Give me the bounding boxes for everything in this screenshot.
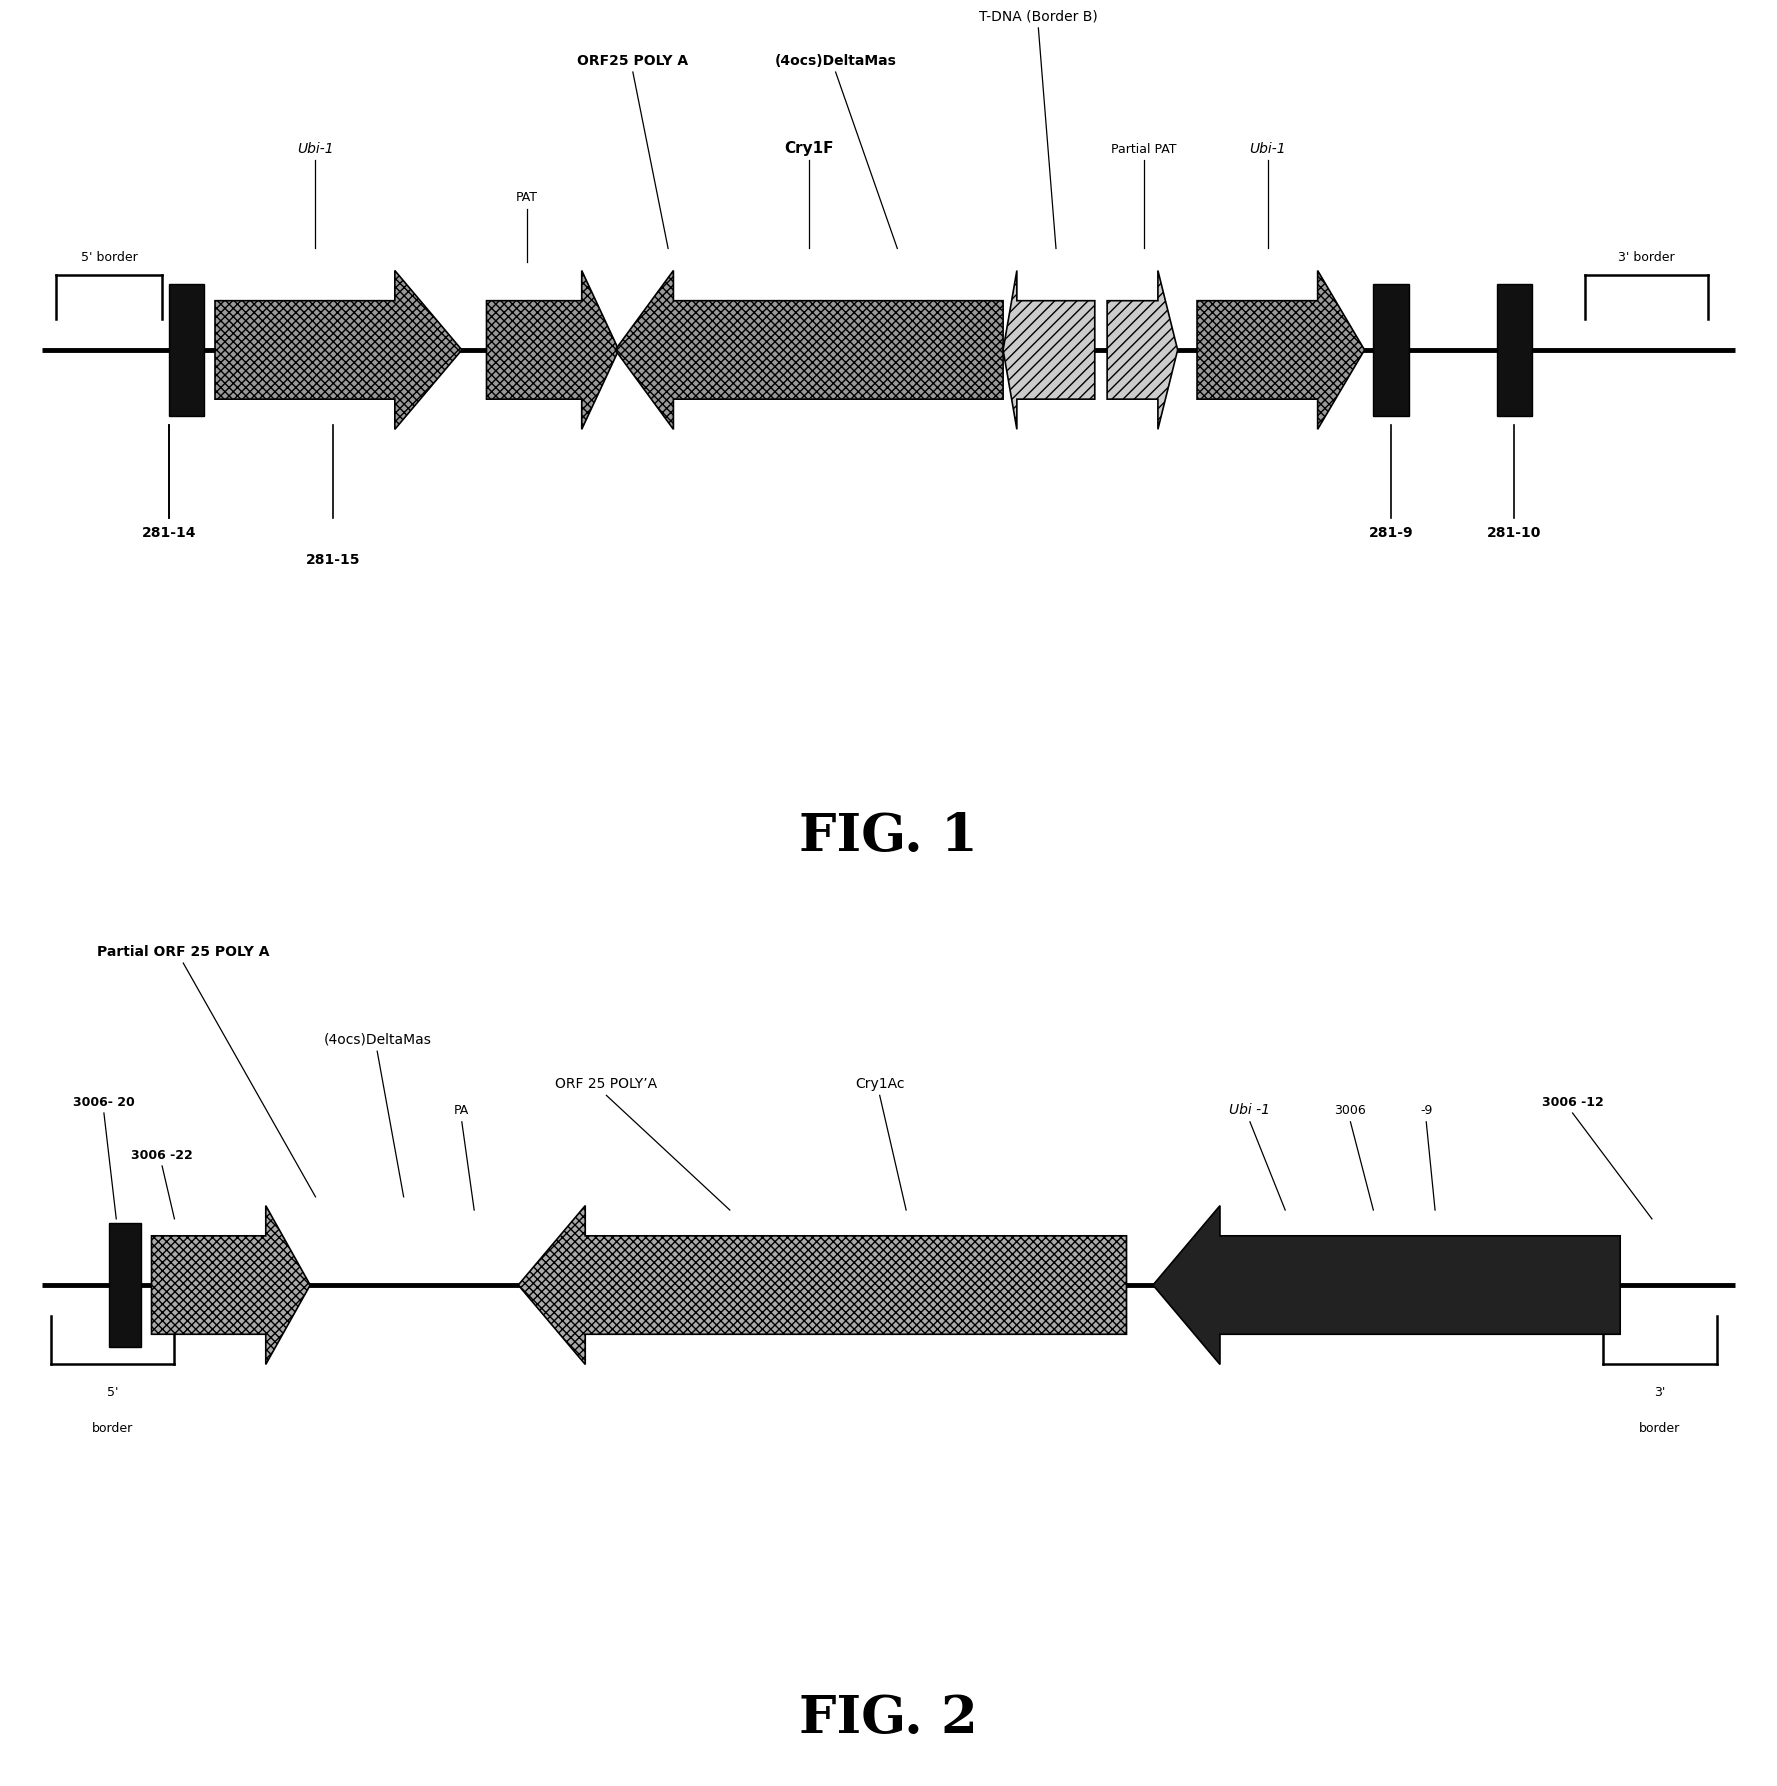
Text: Partial PAT: Partial PAT	[1111, 143, 1176, 155]
FancyArrow shape	[487, 270, 618, 429]
Text: Cry1Ac: Cry1Ac	[855, 1077, 904, 1091]
Text: 281-15: 281-15	[306, 554, 361, 566]
Text: border: border	[1638, 1422, 1681, 1434]
Text: (4ocs)DeltaMas: (4ocs)DeltaMas	[775, 54, 897, 68]
FancyArrow shape	[519, 1206, 1127, 1365]
FancyArrow shape	[1198, 270, 1365, 429]
Text: (4ocs)DeltaMas: (4ocs)DeltaMas	[323, 1032, 432, 1047]
FancyArrow shape	[215, 270, 462, 429]
FancyArrow shape	[151, 1206, 311, 1365]
FancyArrow shape	[1107, 270, 1178, 429]
Text: 3006: 3006	[1335, 1104, 1367, 1118]
Text: Ubi-1: Ubi-1	[1249, 141, 1287, 155]
Bar	[169, 284, 204, 416]
Text: T-DNA (Border B): T-DNA (Border B)	[979, 9, 1098, 23]
Text: 281-14: 281-14	[142, 527, 197, 541]
Text: 3006 -12: 3006 -12	[1542, 1095, 1603, 1109]
FancyArrow shape	[1153, 1206, 1621, 1365]
Text: 3006- 20: 3006- 20	[73, 1095, 135, 1109]
Text: 3006 -22: 3006 -22	[131, 1148, 194, 1161]
Text: 5': 5'	[107, 1386, 119, 1400]
Text: border: border	[92, 1422, 133, 1434]
Text: Ubi-1: Ubi-1	[297, 141, 334, 155]
Text: -9: -9	[1420, 1104, 1432, 1118]
Bar	[108, 1223, 140, 1347]
Text: Ubi -1: Ubi -1	[1230, 1104, 1271, 1118]
Text: ORF 25 POLY’A: ORF 25 POLY’A	[556, 1077, 657, 1091]
Text: PA: PA	[455, 1104, 469, 1118]
FancyArrow shape	[615, 270, 1002, 429]
Text: Partial ORF 25 POLY A: Partial ORF 25 POLY A	[98, 945, 270, 959]
FancyArrow shape	[1002, 270, 1095, 429]
Text: 5' border: 5' border	[80, 252, 137, 264]
Text: 281-10: 281-10	[1487, 527, 1542, 541]
Text: 3': 3'	[1654, 1386, 1665, 1400]
Text: PAT: PAT	[515, 191, 538, 204]
Text: 3' border: 3' border	[1619, 252, 1676, 264]
Text: 281-9: 281-9	[1368, 527, 1413, 541]
Text: ORF25 POLY A: ORF25 POLY A	[578, 54, 688, 68]
Text: FIG. 1: FIG. 1	[800, 811, 977, 861]
Text: FIG. 2: FIG. 2	[800, 1693, 977, 1743]
Bar	[1374, 284, 1409, 416]
Text: Cry1F: Cry1F	[784, 141, 833, 155]
Bar	[1496, 284, 1532, 416]
